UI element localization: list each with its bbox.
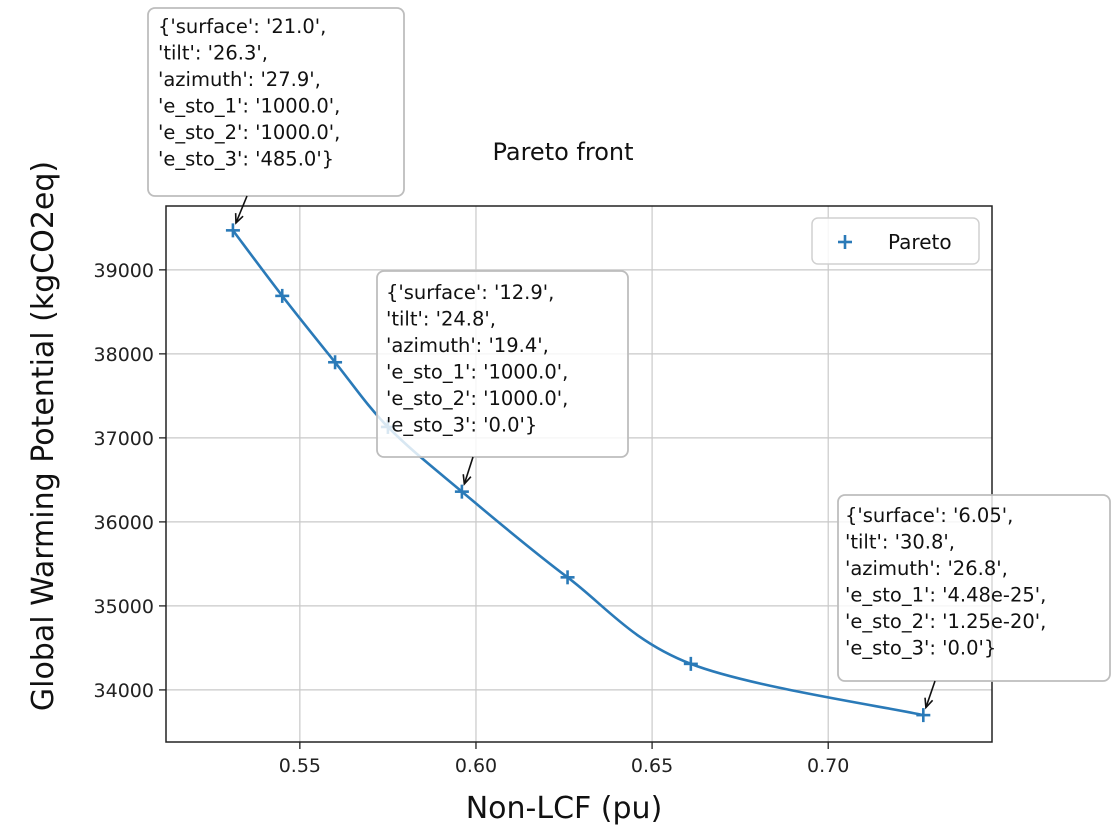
annotation-arrowhead bbox=[234, 213, 244, 225]
annotation-line: 'e_sto_3': '0.0'} bbox=[386, 414, 537, 437]
annotation-line: 'e_sto_3': '485.0'} bbox=[158, 148, 334, 171]
annotation-3: {'surface': '6.05', 'tilt': '30.8', 'azi… bbox=[837, 494, 1111, 710]
y-tick-label: 37000 bbox=[94, 428, 154, 450]
annotation-line: 'azimuth': '19.4', bbox=[386, 334, 549, 357]
annotation-2: {'surface': '12.9', 'tilt': '24.8', 'azi… bbox=[376, 270, 629, 486]
axis-ticks: 0.55 0.60 0.65 0.70 34000 35000 36000 37000 3800… bbox=[94, 260, 850, 777]
annotation-line: 'e_sto_2': '1.25e-20', bbox=[845, 610, 1046, 633]
annotation-box bbox=[147, 7, 405, 197]
annotation-line: 'tilt': '30.8', bbox=[845, 531, 955, 554]
data-point-marker bbox=[683, 656, 698, 671]
data-point-marker bbox=[328, 355, 343, 370]
y-tick-label: 34000 bbox=[94, 680, 154, 702]
annotation-line: {'surface': '6.05', bbox=[845, 504, 1013, 527]
annotation-line: {'surface': '21.0', bbox=[158, 15, 326, 38]
legend-marker bbox=[838, 235, 852, 249]
legend-label: Pareto bbox=[888, 230, 952, 254]
y-tick-label: 35000 bbox=[94, 596, 154, 618]
annotation-line: 'e_sto_3': '0.0'} bbox=[845, 637, 996, 660]
annotation-arrow bbox=[463, 456, 474, 485]
annotation-line: {'surface': '12.9', bbox=[386, 281, 554, 304]
annotation-line: 'e_sto_1': '1000.0', bbox=[158, 95, 340, 118]
y-tick-label: 38000 bbox=[94, 344, 154, 366]
plot-area-frame bbox=[165, 205, 993, 743]
annotation-line: 'azimuth': '26.8', bbox=[845, 557, 1008, 580]
annotation-arrowhead bbox=[924, 697, 934, 710]
data-point-marker bbox=[275, 288, 290, 303]
data-point-marker bbox=[560, 570, 575, 585]
annotation-box bbox=[376, 270, 629, 458]
annotation-line: 'e_sto_1': '4.48e-25', bbox=[845, 584, 1046, 607]
y-tick-label: 36000 bbox=[94, 512, 154, 534]
annotation-box bbox=[837, 494, 1111, 682]
chart-title: Pareto front bbox=[492, 138, 633, 166]
y-axis-label: Global Warming Potential (kgCO2eq) bbox=[26, 161, 61, 711]
legend: Pareto bbox=[811, 217, 980, 265]
data-point-marker bbox=[225, 223, 240, 238]
x-axis-label: Non-LCF (pu) bbox=[466, 791, 663, 826]
annotation-arrow bbox=[925, 680, 936, 708]
annotation-line: 'tilt': '26.3', bbox=[158, 42, 268, 65]
annotation-arrowhead bbox=[462, 474, 472, 486]
annotation-1: {'surface': '21.0', 'tilt': '26.3', 'azi… bbox=[147, 7, 405, 225]
legend-box bbox=[811, 217, 980, 265]
x-tick-label: 0.65 bbox=[631, 755, 673, 777]
annotation-arrow bbox=[235, 195, 248, 224]
x-tick-label: 0.55 bbox=[279, 755, 321, 777]
annotation-line: 'e_sto_2': '1000.0', bbox=[386, 387, 568, 410]
x-tick-label: 0.60 bbox=[455, 755, 497, 777]
annotations: {'surface': '21.0', 'tilt': '26.3', 'azi… bbox=[147, 7, 1111, 710]
x-tick-label: 0.70 bbox=[807, 755, 849, 777]
y-tick-label: 39000 bbox=[94, 260, 154, 282]
annotation-line: 'tilt': '24.8', bbox=[386, 308, 496, 331]
annotation-line: 'e_sto_1': '1000.0', bbox=[386, 361, 568, 384]
annotation-line: 'azimuth': '27.9', bbox=[158, 68, 321, 91]
annotation-line: 'e_sto_2': '1000.0', bbox=[158, 121, 340, 144]
data-point-marker bbox=[916, 708, 931, 723]
data-point-marker bbox=[454, 484, 469, 499]
